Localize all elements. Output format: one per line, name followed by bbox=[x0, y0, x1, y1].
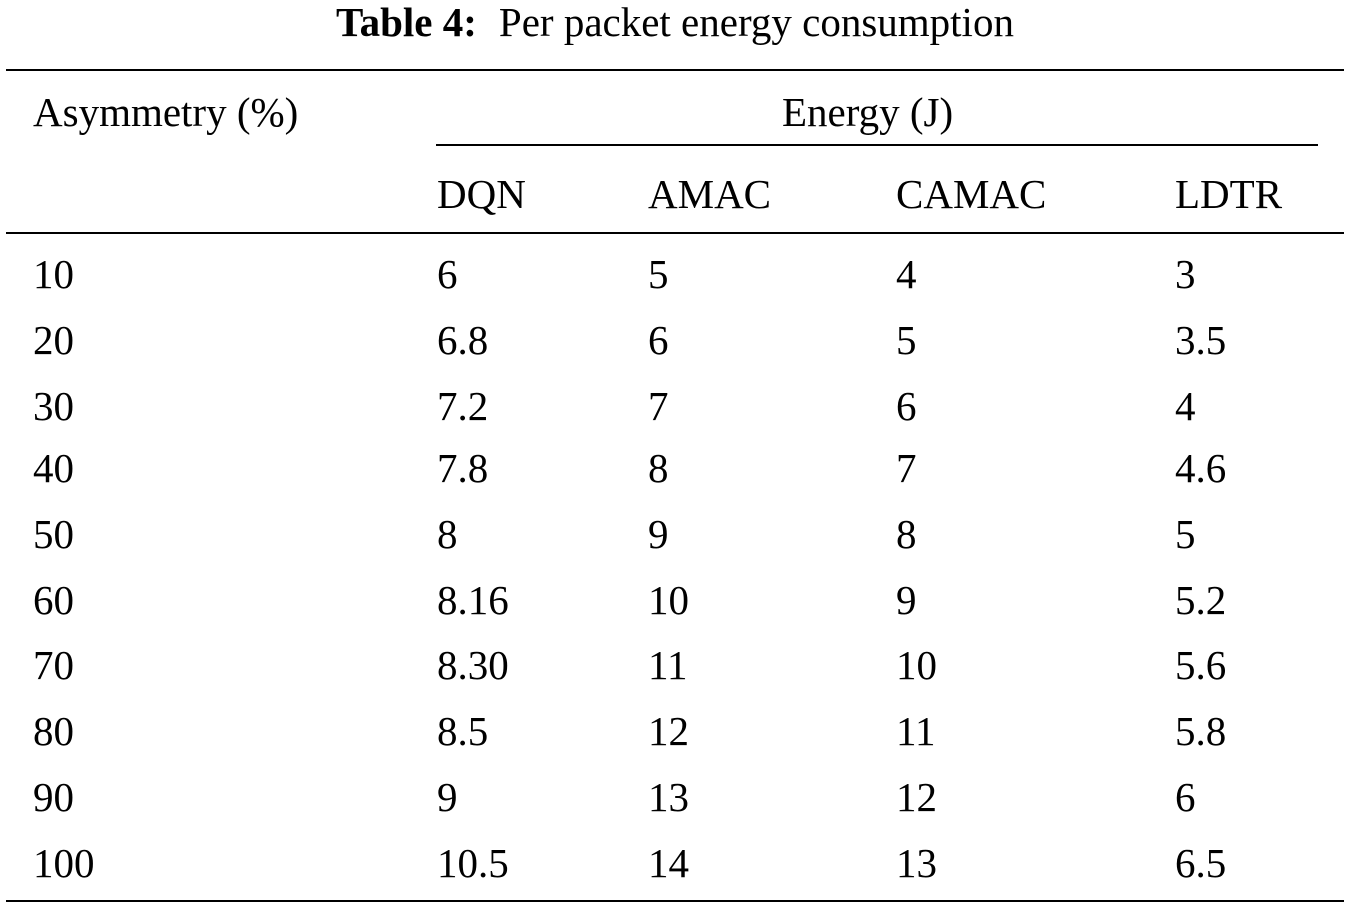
cell-amac: 10 bbox=[648, 577, 689, 623]
cell-dqn: 7.2 bbox=[437, 383, 489, 429]
cell-dqn: 7.8 bbox=[437, 445, 489, 491]
cell-ldtr: 5.2 bbox=[1175, 577, 1227, 623]
table-row: 20 6.8 6 5 3.5 bbox=[0, 318, 1350, 384]
header-dqn: DQN bbox=[437, 171, 526, 217]
cell-amac: 8 bbox=[648, 445, 669, 491]
table-caption: Table 4: Per packet energy consumption bbox=[0, 0, 1350, 44]
cell-asymmetry: 80 bbox=[33, 708, 74, 754]
cell-asymmetry: 70 bbox=[33, 642, 74, 688]
cell-dqn: 8 bbox=[437, 511, 458, 557]
cell-dqn: 6.8 bbox=[437, 317, 489, 363]
table-row: 90 9 13 12 6 bbox=[0, 775, 1350, 841]
cell-camac: 13 bbox=[896, 840, 937, 886]
cell-camac: 9 bbox=[896, 577, 917, 623]
cell-amac: 11 bbox=[648, 642, 688, 688]
cell-ldtr: 6.5 bbox=[1175, 840, 1227, 886]
cell-amac: 6 bbox=[648, 317, 669, 363]
table-row: 100 10.5 14 13 6.5 bbox=[0, 841, 1350, 907]
cell-dqn: 8.30 bbox=[437, 642, 509, 688]
top-rule bbox=[6, 69, 1344, 71]
header-camac: CAMAC bbox=[896, 171, 1047, 217]
table-row: 80 8.5 12 11 5.8 bbox=[0, 709, 1350, 775]
cell-asymmetry: 20 bbox=[33, 317, 74, 363]
table-row: 50 8 9 8 5 bbox=[0, 512, 1350, 578]
cell-ldtr: 4 bbox=[1175, 383, 1196, 429]
cell-camac: 8 bbox=[896, 511, 917, 557]
cell-camac: 7 bbox=[896, 445, 917, 491]
caption-label: Table 4: bbox=[336, 0, 477, 45]
cell-asymmetry: 10 bbox=[33, 251, 74, 297]
header-energy-group: Energy (J) bbox=[782, 89, 954, 135]
cell-amac: 13 bbox=[648, 774, 689, 820]
cell-dqn: 10.5 bbox=[437, 840, 509, 886]
cell-dqn: 8.16 bbox=[437, 577, 509, 623]
cell-ldtr: 5.6 bbox=[1175, 642, 1227, 688]
header-ldtr: LDTR bbox=[1175, 171, 1283, 217]
cell-ldtr: 3 bbox=[1175, 251, 1196, 297]
cell-amac: 14 bbox=[648, 840, 689, 886]
cell-amac: 9 bbox=[648, 511, 669, 557]
table-row: 40 7.8 8 7 4.6 bbox=[0, 446, 1350, 512]
cell-asymmetry: 90 bbox=[33, 774, 74, 820]
cell-camac: 4 bbox=[896, 251, 917, 297]
cell-amac: 5 bbox=[648, 251, 669, 297]
cell-asymmetry: 100 bbox=[33, 840, 95, 886]
cell-ldtr: 5.8 bbox=[1175, 708, 1227, 754]
cell-ldtr: 6 bbox=[1175, 774, 1196, 820]
cell-dqn: 8.5 bbox=[437, 708, 489, 754]
cell-asymmetry: 60 bbox=[33, 577, 74, 623]
header-asymmetry: Asymmetry (%) bbox=[33, 89, 299, 135]
cell-camac: 6 bbox=[896, 383, 917, 429]
cell-amac: 7 bbox=[648, 383, 669, 429]
table-row: 60 8.16 10 9 5.2 bbox=[0, 578, 1350, 644]
header-rule bbox=[6, 232, 1344, 234]
bottom-rule bbox=[6, 900, 1344, 902]
cell-ldtr: 3.5 bbox=[1175, 317, 1227, 363]
table-row: 10 6 5 4 3 bbox=[0, 252, 1350, 318]
cell-camac: 5 bbox=[896, 317, 917, 363]
cell-camac: 10 bbox=[896, 642, 937, 688]
header-amac: AMAC bbox=[648, 171, 772, 217]
cell-asymmetry: 40 bbox=[33, 445, 74, 491]
cell-ldtr: 4.6 bbox=[1175, 445, 1227, 491]
table-row: 30 7.2 7 6 4 bbox=[0, 384, 1350, 450]
cell-dqn: 6 bbox=[437, 251, 458, 297]
cell-camac: 12 bbox=[896, 774, 937, 820]
table-row: 70 8.30 11 10 5.6 bbox=[0, 643, 1350, 709]
caption-text: Per packet energy consumption bbox=[498, 0, 1014, 45]
cell-dqn: 9 bbox=[437, 774, 458, 820]
cell-amac: 12 bbox=[648, 708, 689, 754]
group-rule bbox=[436, 144, 1318, 146]
cell-camac: 11 bbox=[896, 708, 936, 754]
cell-asymmetry: 30 bbox=[33, 383, 74, 429]
cell-asymmetry: 50 bbox=[33, 511, 74, 557]
cell-ldtr: 5 bbox=[1175, 511, 1196, 557]
